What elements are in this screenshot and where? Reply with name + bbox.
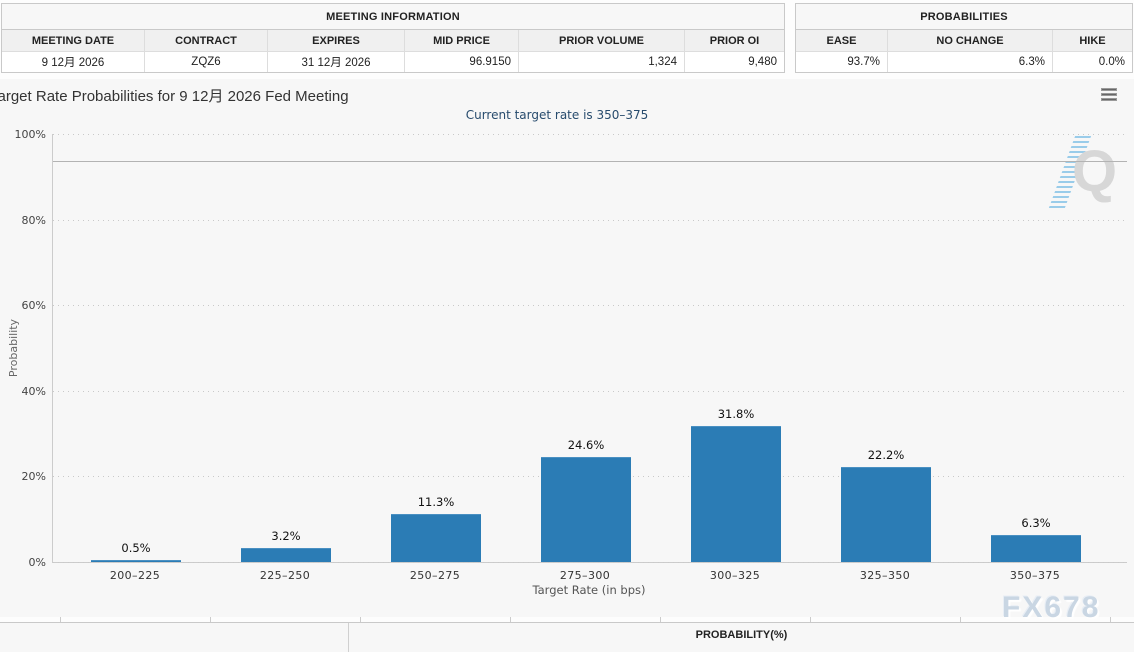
- meeting-information-table: MEETING INFORMATION MEETING DATE CONTRACT…: [1, 3, 785, 73]
- y-gridline: [53, 134, 1127, 135]
- probabilities-header-cell: NO CHANGE: [888, 30, 1053, 51]
- x-tick-label: 350–375: [1009, 569, 1061, 582]
- probabilities-value-cell: 0.0%: [1053, 51, 1132, 72]
- y-axis-title: Probability: [7, 318, 20, 378]
- probability-bar[interactable]: [691, 425, 781, 562]
- bar-value-label: 6.3%: [1021, 516, 1051, 531]
- x-tick-label: 200–225: [109, 569, 161, 582]
- chart-menu-button[interactable]: [1101, 88, 1117, 102]
- x-tick-label: 250–275: [409, 569, 461, 582]
- reference-line: [53, 160, 1127, 162]
- y-gridline: [53, 390, 1127, 392]
- plot-area: 0.5% 3.2% 11.3% 24.6% 31.8% 22.2% 6.3%: [52, 134, 1127, 563]
- hamburger-icon: [1101, 88, 1117, 91]
- meeting-value-cell: 1,324: [519, 51, 685, 72]
- y-tick-label: 20%: [21, 470, 46, 484]
- probability-bar[interactable]: [841, 466, 931, 562]
- x-axis-tick: [210, 617, 211, 622]
- probabilities-header-row: EASE NO CHANGE HIKE: [796, 30, 1132, 51]
- x-axis-tick: [60, 617, 61, 622]
- x-tick-label: 300–325: [709, 569, 761, 582]
- x-axis-tick: [510, 617, 511, 622]
- bar-value-label: 31.8%: [717, 406, 755, 421]
- y-tick-label: 0%: [28, 556, 46, 569]
- y-tick-label: 40%: [21, 384, 46, 398]
- probability-bar[interactable]: [991, 535, 1081, 562]
- probability-bar[interactable]: [541, 456, 631, 562]
- probabilities-header-cell: HIKE: [1053, 30, 1132, 51]
- meeting-value-cell: 9 12月 2026: [2, 51, 145, 72]
- x-axis-tick: [360, 617, 361, 622]
- meeting-header-cell: PRIOR VOLUME: [519, 30, 685, 51]
- meeting-header-cell: MID PRICE: [405, 30, 519, 51]
- y-gridline: [53, 562, 1127, 563]
- x-axis-title: Target Rate (in bps): [532, 583, 646, 597]
- x-tick-label: 275–300: [559, 569, 611, 582]
- y-gridline: [53, 219, 1127, 221]
- probability-percent-header: PROBABILITY(%): [695, 629, 788, 641]
- bar-value-label: 11.3%: [417, 494, 455, 509]
- meeting-value-cell: 31 12月 2026: [268, 51, 405, 72]
- chart-title: Target Rate Probabilities for 9 12月 2026…: [0, 88, 349, 105]
- meeting-header-cell: EXPIRES: [268, 30, 405, 51]
- x-axis-tick: [960, 617, 961, 622]
- meeting-value-cell: ZQZ6: [145, 51, 268, 72]
- x-tick-label: 225–250: [259, 569, 311, 582]
- target-rate-chart: Target Rate Probabilities for 9 12月 2026…: [0, 79, 1134, 622]
- chart-subtitle: Current target rate is 350–375: [465, 108, 649, 122]
- bottom-table-empty-cell: [0, 623, 349, 652]
- probabilities-value-row: 93.7% 6.3% 0.0%: [796, 51, 1132, 72]
- probabilities-title: PROBABILITIES: [796, 4, 1132, 30]
- probabilities-table: PROBABILITIES EASE NO CHANGE HIKE 93.7% 6.3…: [795, 3, 1133, 73]
- quikstrike-q-watermark: Q: [1072, 139, 1118, 204]
- bottom-probability-table: PROBABILITY(%): [0, 622, 1134, 652]
- probabilities-header-cell: EASE: [796, 30, 888, 51]
- y-tick-label: 100%: [14, 128, 46, 141]
- x-axis-tick: [1110, 617, 1111, 622]
- bar-value-label: 0.5%: [121, 540, 151, 555]
- meeting-information-value-row: 9 12月 2026 ZQZ6 31 12月 2026 96.9150 1,324 9,4…: [2, 51, 784, 72]
- y-tick-label: 80%: [21, 213, 46, 227]
- bar-value-label: 3.2%: [271, 529, 301, 544]
- probabilities-value-cell: 93.7%: [796, 51, 888, 72]
- meeting-information-header-row: MEETING DATE CONTRACT EXPIRES MID PRICE PRIO…: [2, 30, 784, 51]
- meeting-header-cell: PRIOR OI: [685, 30, 784, 51]
- bar-value-label: 24.6%: [567, 437, 605, 452]
- meeting-header-cell: MEETING DATE: [2, 30, 145, 51]
- hamburger-icon: [1101, 98, 1117, 101]
- probability-bar[interactable]: [241, 548, 331, 562]
- x-axis-tick: [810, 617, 811, 622]
- meeting-information-title: MEETING INFORMATION: [2, 4, 784, 30]
- probability-bar[interactable]: [391, 513, 481, 562]
- x-tick-label: 325–350: [859, 569, 911, 582]
- hamburger-icon: [1101, 93, 1117, 96]
- meeting-value-cell: 96.9150: [405, 51, 519, 72]
- y-tick-label: 60%: [21, 299, 46, 313]
- y-gridline: [53, 305, 1127, 307]
- meeting-header-cell: CONTRACT: [145, 30, 268, 51]
- x-axis-tick: [660, 617, 661, 622]
- meeting-value-cell: 9,480: [685, 51, 784, 72]
- bar-value-label: 22.2%: [867, 447, 905, 462]
- fx678-watermark: FX678: [1002, 591, 1101, 624]
- probability-bar[interactable]: [91, 559, 181, 562]
- probabilities-value-cell: 6.3%: [888, 51, 1053, 72]
